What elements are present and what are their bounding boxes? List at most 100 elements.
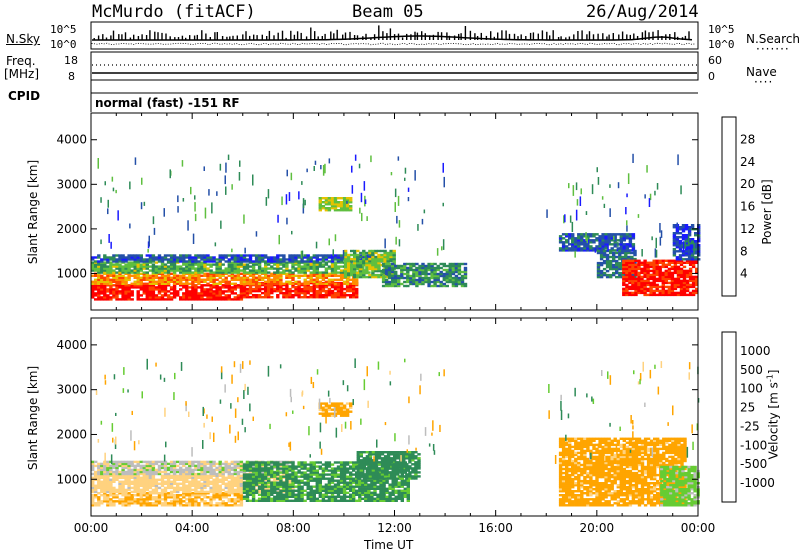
heatmap-cell bbox=[688, 263, 693, 266]
heatmap-cell bbox=[261, 477, 265, 480]
heatmap-cell bbox=[684, 226, 689, 229]
heatmap-cell bbox=[318, 296, 322, 299]
heatmap-cell bbox=[157, 492, 162, 495]
heatmap-cell bbox=[365, 275, 369, 279]
heatmap-cell bbox=[282, 483, 286, 486]
heatmap-cell bbox=[176, 260, 180, 263]
heatmap-cell bbox=[330, 203, 335, 206]
heatmap-cell bbox=[100, 278, 104, 281]
heatmap-cell bbox=[583, 241, 587, 244]
heatmap-cell bbox=[182, 298, 186, 301]
heatmap-cell bbox=[142, 271, 146, 274]
heatmap-cell bbox=[176, 488, 180, 492]
heatmap-cell bbox=[427, 264, 431, 268]
heatmap-cell bbox=[675, 230, 680, 233]
heatmap-cell bbox=[127, 286, 131, 289]
heatmap-cell bbox=[604, 247, 608, 250]
echo-point bbox=[177, 195, 179, 203]
heatmap-cell bbox=[622, 243, 626, 246]
heatmap-cell bbox=[279, 497, 283, 500]
heatmap-cell bbox=[622, 281, 626, 285]
heatmap-cell bbox=[330, 280, 335, 283]
heatmap-cell bbox=[279, 477, 283, 480]
heatmap-cell bbox=[188, 472, 192, 476]
heatmap-cell bbox=[673, 265, 678, 269]
heatmap-cell bbox=[239, 263, 244, 266]
heatmap-cell bbox=[221, 298, 225, 301]
heatmap-cell bbox=[634, 259, 638, 262]
heatmap-cell bbox=[380, 253, 384, 257]
heatmap-cell bbox=[103, 269, 107, 272]
nave-label: Nave bbox=[746, 65, 777, 79]
heatmap-cell bbox=[163, 290, 168, 293]
heatmap-cell bbox=[157, 256, 162, 259]
heatmap-cell bbox=[672, 250, 677, 253]
heatmap-cell bbox=[106, 494, 110, 497]
heatmap-cell bbox=[690, 242, 695, 245]
heatmap-cell bbox=[276, 467, 280, 470]
heatmap-cell bbox=[282, 461, 286, 464]
heatmap-cell bbox=[206, 470, 210, 474]
heatmap-cell bbox=[267, 289, 271, 293]
heatmap-cell bbox=[97, 292, 101, 295]
heatmap-cell bbox=[424, 272, 428, 276]
heatmap-cell bbox=[224, 462, 228, 466]
heatmap-cell bbox=[145, 286, 149, 289]
heatmap-cell bbox=[652, 285, 656, 289]
heatmap-cell bbox=[100, 274, 104, 277]
heatmap-cell bbox=[349, 209, 353, 212]
heatmap-cell bbox=[427, 268, 431, 272]
heatmap-cell bbox=[206, 474, 210, 477]
heatmap-cell bbox=[97, 280, 101, 283]
heatmap-cell bbox=[336, 282, 341, 285]
heatmap-cell bbox=[136, 474, 140, 477]
heatmap-cell bbox=[353, 261, 357, 265]
echo-point bbox=[359, 207, 361, 214]
heatmap-cell bbox=[622, 269, 626, 273]
heatmap-cell bbox=[355, 280, 359, 283]
heatmap-cell bbox=[188, 296, 192, 299]
heatmap-cell bbox=[188, 294, 192, 297]
heatmap-cell bbox=[276, 271, 280, 274]
heatmap-cell bbox=[160, 480, 165, 483]
heatmap-cell bbox=[185, 486, 189, 490]
heatmap-cell bbox=[182, 267, 186, 270]
heatmap-cell bbox=[130, 496, 134, 499]
heatmap-cell bbox=[215, 494, 219, 497]
heatmap-cell bbox=[667, 291, 672, 295]
heatmap-cell bbox=[197, 265, 201, 268]
heatmap-cell bbox=[109, 490, 113, 494]
heatmap-cell bbox=[136, 254, 140, 257]
heatmap-cell bbox=[218, 504, 222, 507]
heatmap-cell bbox=[583, 243, 587, 246]
heatmap-cell bbox=[118, 274, 122, 277]
echo-point bbox=[300, 250, 303, 259]
heatmap-cell bbox=[139, 468, 143, 472]
heatmap-cell bbox=[254, 258, 259, 261]
heatmap-cell bbox=[160, 298, 165, 301]
heatmap-cell bbox=[640, 267, 644, 271]
heatmap-cell bbox=[97, 282, 101, 285]
heatmap-cell bbox=[321, 256, 326, 259]
heatmap-cell bbox=[592, 241, 596, 244]
echo-point bbox=[112, 187, 115, 192]
heatmap-cell bbox=[679, 291, 684, 295]
heatmap-cell bbox=[336, 203, 341, 206]
echo-point bbox=[609, 208, 611, 217]
heatmap-cell bbox=[130, 286, 134, 289]
heatmap-cell bbox=[215, 472, 219, 476]
heatmap-cell bbox=[169, 494, 174, 497]
heatmap-cell bbox=[261, 461, 265, 464]
heatmap-cell bbox=[270, 473, 274, 476]
heatmap-cell bbox=[291, 267, 295, 270]
heatmap-cell bbox=[221, 472, 225, 476]
heatmap-cell bbox=[163, 284, 168, 287]
heatmap-cell bbox=[109, 298, 113, 301]
heatmap-cell bbox=[451, 272, 456, 276]
heatmap-cell bbox=[264, 289, 268, 293]
heatmap-cell bbox=[640, 291, 644, 295]
heatmap-cell bbox=[634, 277, 638, 281]
heatmap-cell bbox=[103, 496, 107, 499]
heatmap-cell bbox=[673, 259, 678, 262]
heatmap-cell bbox=[285, 473, 289, 476]
